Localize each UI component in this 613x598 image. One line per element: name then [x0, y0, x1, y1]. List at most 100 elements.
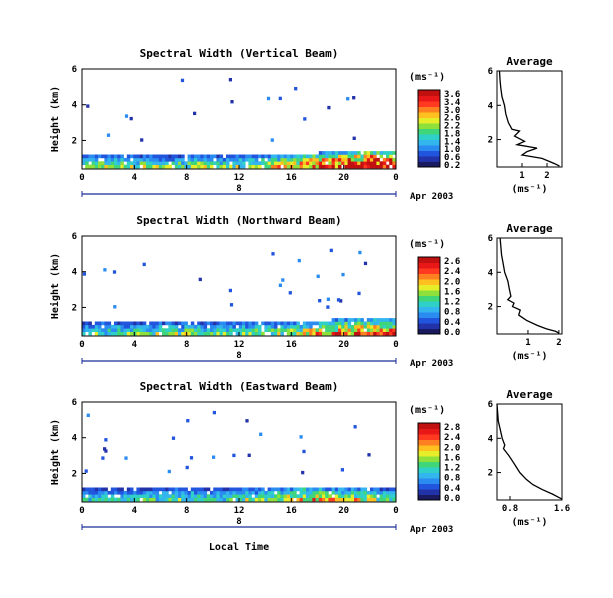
heatmap-cell [219, 154, 224, 159]
heatmap-cell [344, 157, 348, 162]
heatmap-cell [270, 328, 275, 332]
heatmap-cell [334, 161, 339, 165]
x-tick-label: 12 [234, 340, 245, 350]
heatmap-cell [303, 117, 307, 121]
heatmap-cell [146, 487, 150, 492]
heatmap-cell [283, 490, 288, 495]
avg-y-tick-label: 4 [488, 268, 494, 278]
heatmap-cell [130, 494, 134, 498]
colorbar-swatch [418, 134, 440, 140]
heatmap-cell [219, 324, 224, 329]
heatmap-cell [165, 321, 169, 326]
heatmap-cell [357, 490, 361, 495]
heatmap-cell [373, 157, 377, 162]
heatmap-cell [158, 328, 163, 332]
heatmap-cell [232, 494, 236, 498]
heatmap-cell [226, 161, 230, 165]
heatmap-cell [389, 157, 393, 162]
heatmap-cell [104, 164, 108, 169]
heatmap-cell [82, 161, 86, 165]
heatmap-cell [126, 161, 131, 165]
heatmap-cell [259, 432, 263, 436]
heatmap-cell [270, 161, 275, 165]
heatmap-cell [171, 328, 176, 332]
heatmap-cell [149, 497, 153, 502]
heatmap-cell [98, 331, 102, 336]
heatmap-cell [104, 321, 108, 326]
heatmap-cell [338, 328, 342, 332]
heatmap-cell [280, 161, 284, 165]
heatmap-cell [245, 157, 249, 162]
heatmap-cell [212, 410, 216, 415]
heatmap-cell [325, 490, 329, 495]
heatmap-cell [270, 494, 275, 498]
heatmap-cell [251, 487, 256, 492]
heatmap-cell [142, 321, 147, 326]
heatmap-cell [155, 161, 160, 165]
heatmap-cell [301, 470, 305, 475]
heatmap-cell [270, 154, 275, 159]
heatmap-cell [136, 324, 140, 329]
heatmap-cell [238, 331, 243, 336]
heatmap-cell [184, 161, 188, 165]
heatmap-cell [286, 490, 291, 495]
x-tick-label: 16 [286, 506, 297, 516]
heatmap-cell [363, 154, 368, 159]
heatmap-cell [107, 157, 112, 162]
colorbar-swatch [418, 295, 440, 302]
heatmap-cell [363, 487, 368, 492]
heatmap-cell [350, 487, 355, 492]
heatmap-cell [318, 331, 323, 336]
heatmap-cell [136, 331, 140, 336]
heatmap-cell [184, 494, 188, 498]
heatmap-cell [210, 164, 214, 169]
heatmap-cell [331, 157, 336, 162]
heatmap-cell [120, 331, 124, 336]
heatmap-cell [341, 318, 345, 322]
heatmap-cell [370, 157, 374, 162]
colorbar-frame [417, 89, 441, 168]
colorbar-tick-label: 2.0 [444, 277, 460, 287]
heatmap-cell [354, 321, 358, 326]
heatmap-cell [389, 154, 393, 159]
heatmap-cell [354, 324, 358, 329]
avg-x-tick-label: 1 [525, 338, 530, 348]
heatmap-cell [325, 151, 329, 155]
heatmap-cell [312, 331, 316, 336]
heatmap-cell [261, 494, 265, 498]
heatmap-cell [213, 161, 217, 165]
heatmap-cell [152, 164, 156, 169]
avg-y-tick-label: 6 [488, 400, 493, 410]
heatmap-cell [286, 154, 291, 159]
heatmap-cell [146, 497, 150, 502]
heatmap-cell [309, 164, 313, 169]
sparse-cells [86, 78, 356, 142]
heatmap-cell [146, 328, 150, 332]
heatmap-cell [235, 157, 240, 162]
heatmap-cell [341, 151, 345, 155]
heatmap-cell [155, 321, 160, 326]
colorbar-swatch [418, 90, 440, 96]
heatmap-cell [190, 157, 195, 162]
heatmap-cell [270, 487, 275, 492]
heatmap-cell [296, 157, 300, 162]
heatmap-cell [126, 331, 131, 336]
heatmap-cell [382, 157, 387, 162]
heatmap-cell [379, 318, 384, 322]
heatmap-cell [117, 161, 121, 165]
heatmap-cell [329, 248, 333, 253]
heatmap-cell [226, 328, 230, 332]
heatmap-cell [174, 490, 179, 495]
heatmap-cell [149, 490, 153, 495]
x-tick-label: 4 [132, 340, 138, 350]
heatmap-cell [389, 331, 393, 336]
colorbar-tick-label: 2.2 [444, 122, 460, 132]
heatmap-cell [219, 328, 224, 332]
colorbar-swatch [418, 106, 440, 113]
heatmap-frame [81, 401, 397, 503]
average-title: Average [506, 388, 553, 401]
heatmap-cell [168, 321, 172, 326]
heatmap-cell [238, 157, 243, 162]
heatmap-cell [171, 436, 176, 440]
